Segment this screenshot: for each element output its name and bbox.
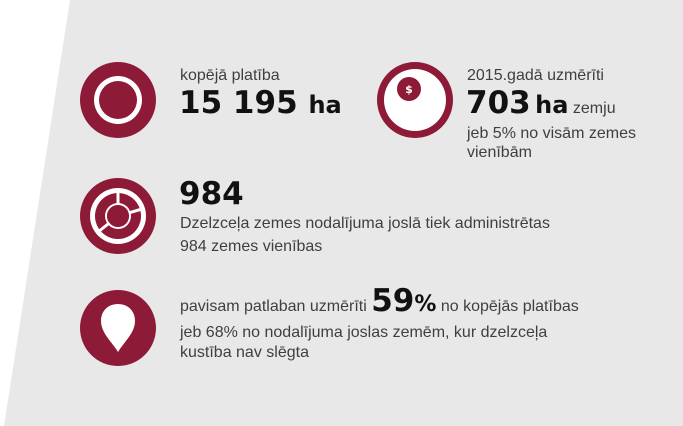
measured-now-prefix: pavisam patlaban uzmērīti <box>180 298 367 315</box>
pie-chart-icon <box>80 178 156 254</box>
measured-2015-suffix: zemju <box>572 100 616 117</box>
measured-2015-line3: vienībām <box>467 144 532 161</box>
measured-2015-value-line: 703 ha zemju <box>466 85 616 121</box>
measured-now-percent: % <box>414 292 437 317</box>
measured-now-line2: jeb 68% no nodalījuma joslas zemēm, kur … <box>180 324 548 341</box>
units-line1: Dzelzceļa zemes nodalījuma joslā tiek ad… <box>180 215 550 232</box>
total-area-value: 15 195 ha <box>179 85 342 123</box>
measured-now-suffix: no kopējās platības <box>440 298 579 315</box>
circle-target-icon <box>80 62 156 138</box>
total-area-label: kopējā platība <box>180 67 280 84</box>
measured-now-number: 59 <box>371 283 415 319</box>
coin-symbol: $ <box>405 83 413 96</box>
measured-now-line3: kustība nav slēgta <box>180 344 309 361</box>
coin-icon: $ <box>377 62 453 138</box>
measured-2015-number: 703 <box>466 85 531 121</box>
units-line2: 984 zemes vienības <box>180 238 323 255</box>
total-area-unit: ha <box>308 91 342 119</box>
measured-2015-line2: jeb 5% no visām zemes <box>467 125 636 142</box>
measured-2015-unit: ha <box>535 91 569 119</box>
units-number: 984 <box>179 176 244 212</box>
measured-now-line1: pavisam patlaban uzmērīti 59% no kopējās… <box>180 283 579 319</box>
measured-2015-label: 2015.gadā uzmērīti <box>467 67 604 84</box>
total-area-number: 15 195 <box>179 85 298 121</box>
map-pin-icon <box>80 290 156 366</box>
